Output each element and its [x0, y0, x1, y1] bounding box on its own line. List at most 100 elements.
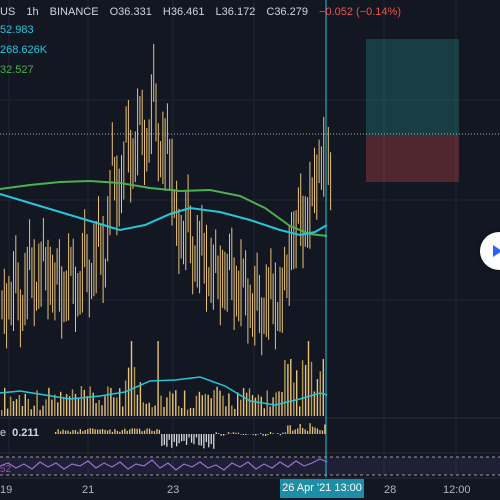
- volume-bar: [148, 402, 150, 416]
- macd-legend[interactable]: e 0.211: [0, 427, 39, 439]
- macd-bar: [59, 431, 62, 434]
- time-label-28: 28: [384, 484, 397, 496]
- volume-bar: [77, 397, 80, 416]
- volume-bar: [228, 393, 230, 416]
- volume-bar: [27, 399, 29, 416]
- scroll-to-realtime-button[interactable]: [480, 232, 500, 270]
- volume-bar: [254, 397, 257, 416]
- macd-value: 0.211: [12, 427, 40, 439]
- moving-average-fast-line: [0, 179, 328, 237]
- macd-bar: [302, 428, 304, 434]
- macd-bar: [168, 434, 170, 440]
- volume-bar: [36, 390, 38, 416]
- volume-bar: [71, 389, 74, 416]
- macd-bar: [104, 429, 106, 434]
- volume-bar: [33, 405, 35, 416]
- volume-bar: [57, 402, 59, 416]
- symbol-name[interactable]: US: [0, 6, 16, 18]
- volume-bar: [272, 397, 274, 416]
- macd-bar: [97, 429, 99, 434]
- volume-bar: [219, 390, 221, 416]
- macd-bar: [240, 434, 242, 435]
- volume-bar: [6, 408, 9, 416]
- volume-bar: [178, 405, 180, 416]
- macd-bar: [77, 431, 79, 434]
- macd-bar: [146, 428, 148, 434]
- volume-bar: [145, 403, 147, 416]
- volume-bar: [63, 396, 65, 416]
- macd-bar: [116, 431, 119, 434]
- macd-bar: [185, 434, 188, 445]
- macd-bar: [223, 434, 225, 436]
- symbol-legend[interactable]: US 1h BINANCE O36.331 H36.461 L36.172 C3…: [0, 6, 401, 18]
- macd-bar: [94, 429, 96, 434]
- macd-bar: [176, 434, 178, 447]
- indicator-value-3[interactable]: 32.527: [0, 64, 34, 76]
- volume-bar: [192, 408, 195, 416]
- macd-bar: [306, 430, 309, 434]
- indicator-value-2[interactable]: 268.626K: [0, 44, 48, 56]
- low-value: L36.172: [215, 6, 256, 18]
- volume-bar: [12, 401, 15, 416]
- position-profit-zone[interactable]: [366, 39, 459, 135]
- macd-bar: [242, 434, 244, 435]
- volume-bar: [39, 409, 41, 416]
- macd-bar: [292, 430, 294, 434]
- macd-bar: [230, 433, 232, 434]
- macd-bar: [136, 428, 138, 434]
- macd-bar: [235, 432, 237, 434]
- volume-bar: [172, 393, 174, 416]
- macd-bar: [69, 431, 72, 434]
- volume-bar: [18, 395, 21, 416]
- macd-bar: [208, 434, 210, 448]
- volume-bar: [322, 359, 324, 416]
- volume-bar: [287, 363, 289, 416]
- macd-bar: [89, 428, 91, 434]
- time-label-1200: 12:00: [443, 484, 471, 496]
- volume-bar: [310, 361, 313, 416]
- position-loss-zone[interactable]: [366, 135, 459, 182]
- macd-bar: [99, 429, 101, 434]
- volume-bar: [237, 392, 239, 416]
- volume-bar: [198, 391, 201, 416]
- moving-average-slow-line: [0, 193, 328, 237]
- macd-bar: [84, 430, 86, 434]
- volume-bar: [166, 397, 168, 416]
- macd-bar: [284, 432, 286, 434]
- macd-bar: [227, 432, 230, 434]
- volume-bar: [1, 410, 3, 416]
- rsi-value[interactable]: 52: [0, 464, 12, 475]
- macd-bar: [62, 429, 64, 434]
- macd-bar: [190, 434, 193, 443]
- macd-bar: [193, 434, 195, 445]
- volume-bar: [83, 389, 85, 416]
- play-arrow-icon: [493, 245, 500, 257]
- macd-bar: [109, 429, 111, 434]
- volume-bar: [263, 408, 265, 416]
- macd-bar: [188, 434, 190, 438]
- macd-bar: [74, 430, 77, 434]
- volume-bar: [269, 406, 271, 416]
- macd-bar: [282, 432, 284, 434]
- indicator-value-1[interactable]: 52.983: [0, 24, 34, 36]
- volume-bar: [92, 392, 94, 416]
- open-value: O36.331: [109, 6, 152, 18]
- interval-label[interactable]: 1h: [26, 6, 39, 18]
- volume-bar: [222, 395, 224, 416]
- volume-bar: [260, 396, 262, 416]
- macd-bar: [156, 429, 158, 434]
- volume-bar: [45, 399, 47, 416]
- macd-bar: [311, 426, 314, 434]
- candle-series: [1, 43, 332, 356]
- volume-bar: [207, 394, 209, 416]
- volume-bar: [210, 398, 212, 416]
- time-label-23: 23: [167, 484, 180, 496]
- volume-bar: [195, 395, 198, 416]
- volume-bar: [95, 403, 97, 416]
- volume-bar: [154, 405, 156, 416]
- volume-bar: [301, 360, 304, 416]
- volume-bar: [136, 394, 139, 416]
- macd-bar: [198, 434, 200, 446]
- macd-bar: [277, 433, 279, 434]
